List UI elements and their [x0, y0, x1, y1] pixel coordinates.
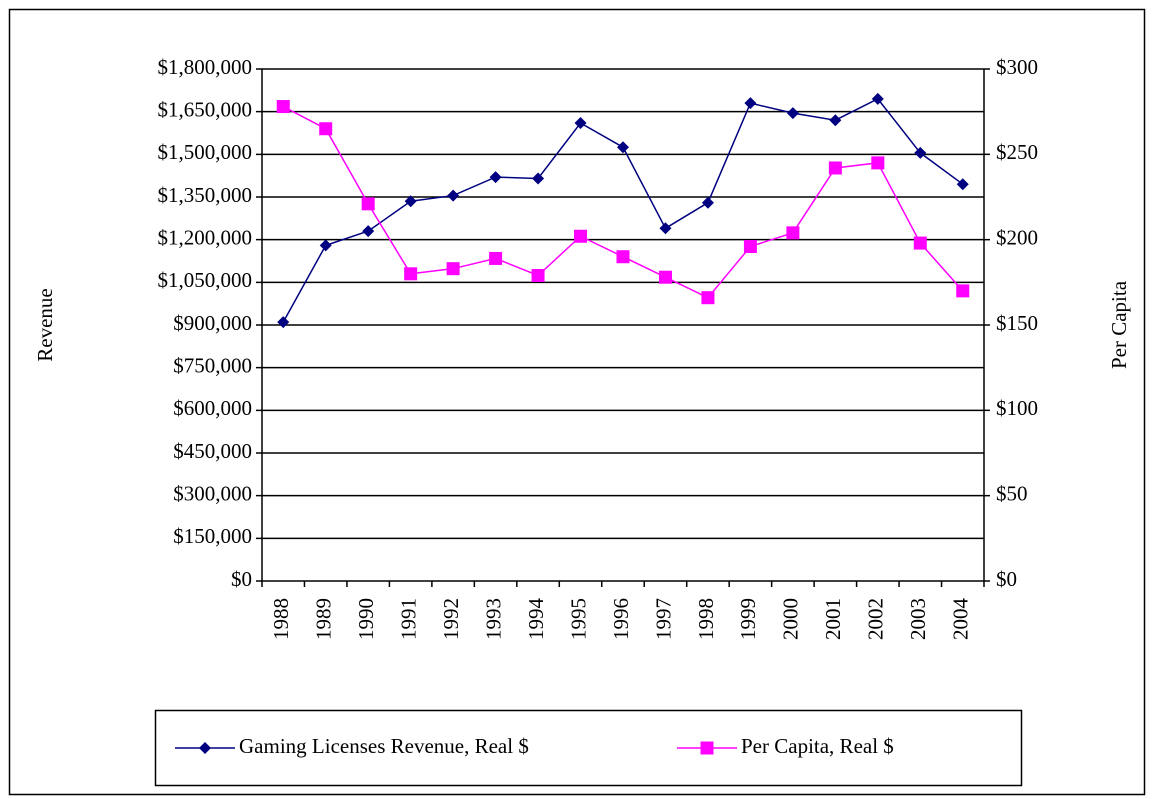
legend-box — [154, 709, 1023, 787]
x-tick-label: 1990 — [354, 598, 378, 640]
data-point — [446, 262, 460, 276]
y-tick-label: $450,000 — [173, 439, 252, 463]
data-point — [914, 146, 927, 159]
x-tick-label: 1991 — [396, 598, 420, 640]
data-point — [743, 239, 757, 253]
data-point — [956, 178, 969, 191]
y2-tick-label: $100 — [996, 396, 1038, 420]
x-tick-label: 2001 — [821, 598, 845, 640]
y-tick-label: $1,800,000 — [158, 55, 253, 79]
data-point — [871, 92, 884, 105]
x-tick-label: 1994 — [524, 598, 548, 641]
x-tick-label: 1999 — [736, 598, 760, 640]
y-tick-label: $1,200,000 — [158, 225, 253, 249]
legend-label: Gaming Licenses Revenue, Real $ — [239, 734, 529, 758]
data-point — [489, 171, 502, 184]
data-point — [362, 225, 375, 238]
y-tick-label: $300,000 — [173, 481, 252, 505]
legend-marker — [700, 741, 714, 755]
x-tick-label: 1989 — [312, 598, 336, 640]
data-point — [617, 141, 629, 154]
data-point — [574, 229, 588, 243]
y-tick-label: $1,500,000 — [158, 140, 253, 164]
x-tick-label: 2000 — [779, 598, 803, 640]
x-tick-label: 1997 — [651, 598, 675, 640]
data-point — [277, 316, 290, 329]
y-tick-label: $1,650,000 — [158, 97, 253, 121]
x-tick-label: 2002 — [864, 598, 888, 640]
legend-marker — [199, 742, 211, 754]
data-point — [701, 196, 714, 209]
y2-tick-label: $0 — [996, 567, 1017, 591]
y-tick-label: $150,000 — [173, 524, 252, 548]
data-point — [404, 195, 417, 208]
data-point — [319, 122, 333, 136]
y-tick-label: $1,350,000 — [158, 183, 253, 207]
y-axis-title: Revenue — [33, 288, 57, 361]
y2-tick-label: $150 — [996, 311, 1038, 335]
data-point — [786, 226, 800, 240]
y-tick-label: $900,000 — [173, 311, 252, 335]
data-point — [404, 267, 418, 281]
chart-border — [8, 8, 1146, 796]
y2-tick-label: $200 — [996, 225, 1038, 249]
data-point — [361, 197, 375, 211]
data-point — [913, 236, 927, 250]
data-point — [701, 291, 715, 305]
legend-label: Per Capita, Real $ — [741, 734, 894, 758]
y-tick-label: $750,000 — [173, 353, 252, 377]
data-point — [956, 284, 970, 298]
data-point — [531, 269, 545, 283]
data-point — [574, 117, 587, 130]
data-point — [276, 100, 290, 114]
data-point — [447, 189, 460, 202]
data-point — [871, 156, 885, 170]
data-point — [829, 114, 842, 127]
data-point — [658, 270, 672, 284]
x-tick-label: 1988 — [269, 598, 293, 640]
data-point — [319, 239, 332, 252]
data-point — [616, 250, 630, 264]
y2-tick-label: $250 — [996, 140, 1038, 164]
y2-tick-label: $300 — [996, 55, 1038, 79]
x-tick-label: 1993 — [481, 598, 505, 640]
y2-axis-title: Per Capita — [1107, 280, 1131, 369]
data-point — [828, 161, 842, 175]
data-point — [786, 107, 799, 120]
x-tick-label: 1995 — [566, 598, 590, 640]
y-tick-label: $0 — [231, 567, 252, 591]
x-tick-label: 2003 — [906, 598, 930, 640]
x-tick-label: 1992 — [439, 598, 463, 640]
data-point — [489, 251, 503, 265]
x-tick-label: 1996 — [609, 598, 633, 640]
x-tick-label: 1998 — [694, 598, 718, 640]
y2-tick-label: $50 — [996, 481, 1028, 505]
data-point — [744, 97, 757, 110]
x-tick-label: 2004 — [949, 598, 973, 641]
data-point — [532, 172, 545, 185]
y-tick-label: $1,050,000 — [158, 268, 253, 292]
data-point — [659, 222, 672, 235]
y-tick-label: $600,000 — [173, 396, 252, 420]
